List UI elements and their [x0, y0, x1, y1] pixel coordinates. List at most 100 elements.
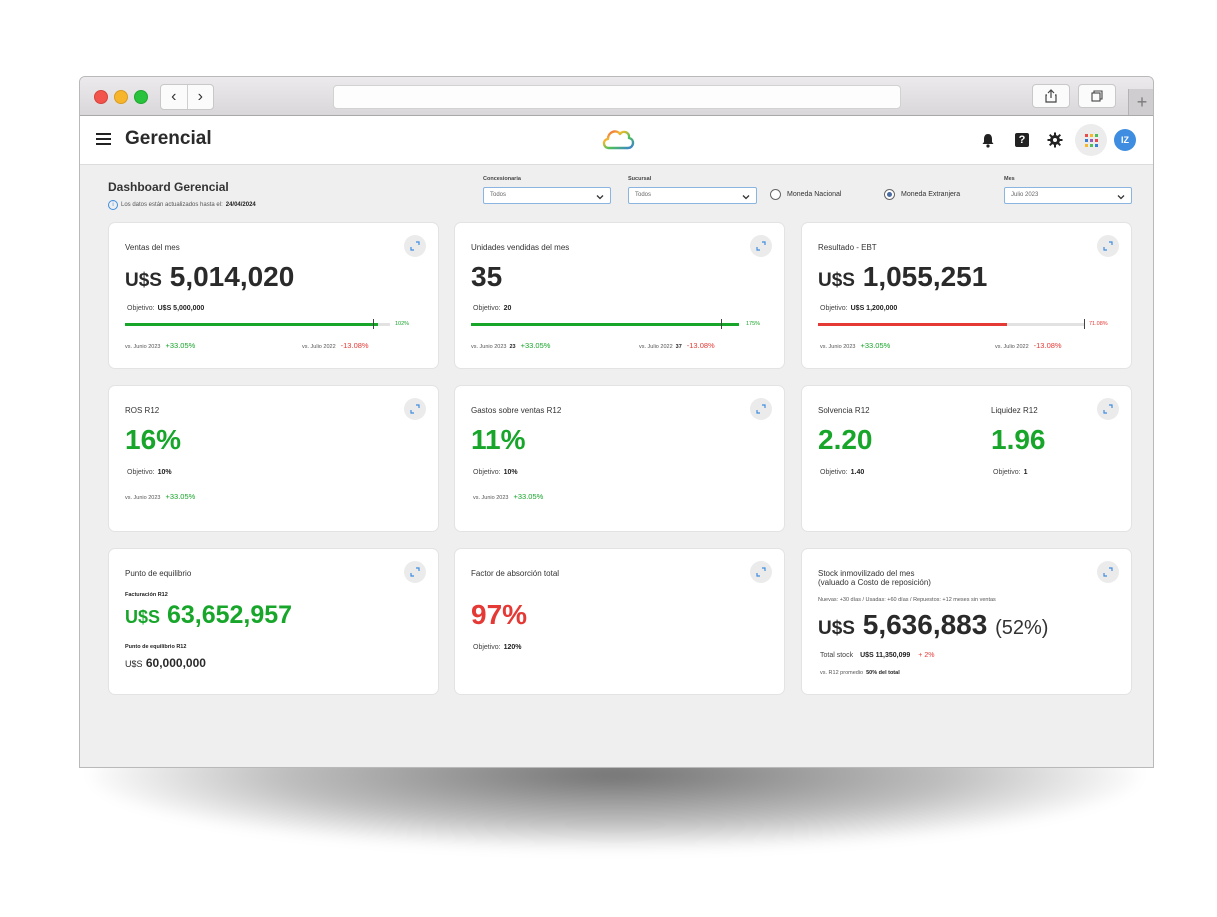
objective-label: Objetivo: [127, 469, 155, 476]
address-bar[interactable] [333, 85, 901, 109]
card-title: Stock inmovilizado del mes (valuado a Co… [818, 569, 931, 587]
expand-button[interactable] [1097, 561, 1119, 583]
cloud-logo-icon [602, 130, 635, 150]
objective-value: 1 [1023, 469, 1028, 476]
sucursal-select[interactable]: Todos [628, 187, 757, 204]
title-line-2: (valuado a Costo de reposición) [818, 578, 931, 587]
cmp-label: vs. Julio 2022 [302, 344, 336, 350]
comparison-prev-month: vs. Junio 2023 +33.05% [473, 492, 543, 501]
gear-icon [1047, 132, 1063, 148]
card-equilibrio: Punto de equilibrio Facturación R12 U$S … [109, 549, 438, 694]
percent: (52%) [995, 617, 1049, 639]
expand-button[interactable] [404, 235, 426, 257]
progress-bar [471, 319, 739, 329]
target-marker [373, 319, 374, 329]
last-update-note: i Los datos están actualizados hasta el:… [108, 200, 256, 210]
comparison-prev-month: vs. Junio 2023 +33.05% [820, 341, 890, 350]
apps-grid-icon[interactable] [1075, 124, 1107, 156]
cmp-count: 23 [509, 344, 516, 350]
last-update-date: 24/04/2024 [225, 202, 256, 208]
moneda-extranjera-label: Moneda Extranjera [901, 191, 961, 198]
card-gastos: Gastos sobre ventas R12 11% Objetivo: 10%… [455, 386, 784, 531]
comparison-prev-year: vs. Julio 2022 -13.08% [302, 341, 369, 350]
card-title: ROS R12 [125, 406, 160, 415]
expand-button[interactable] [750, 561, 772, 583]
objective-value: 20 [503, 305, 512, 312]
total-label: Total stock [820, 652, 854, 659]
liquidez-value: 1.96 [991, 424, 1046, 455]
chevron-down-icon [742, 195, 750, 200]
kpi-value: 35 [471, 261, 503, 292]
progress-percent: 71.08% [1089, 321, 1108, 327]
info-icon: i [108, 200, 118, 210]
minimize-window-button[interactable] [114, 90, 128, 104]
sucursal-label: Sucursal [628, 176, 652, 182]
tabs-overview-button[interactable] [1078, 84, 1116, 108]
mes-select[interactable]: Julio 2023 [1004, 187, 1132, 204]
progress-bar [818, 319, 1085, 329]
zoom-window-button[interactable] [134, 90, 148, 104]
page-title: Gerencial [125, 128, 212, 149]
objective-label: Objetivo: [473, 469, 501, 476]
pe-value: U$S 60,000,000 [125, 656, 206, 670]
objective-value: U$S 1,200,000 [850, 305, 898, 312]
card-solvencia-liquidez: Solvencia R12 Liquidez R12 2.20 1.96 Obj… [802, 386, 1131, 531]
forward-button[interactable]: › [197, 88, 203, 105]
expand-icon [756, 241, 766, 251]
expand-icon [756, 404, 766, 414]
cmp-label: vs. Junio 2023 [473, 495, 509, 501]
expand-button[interactable] [1097, 235, 1119, 257]
progress-fill [125, 323, 378, 326]
title-line-1: Stock inmovilizado del mes [818, 569, 915, 578]
liquidez-objective: Objetivo: 1 [993, 469, 1028, 476]
avatar[interactable]: IZ [1114, 129, 1136, 151]
progress-percent: 102% [395, 321, 410, 327]
cmp-label: vs. Junio 2023 [125, 495, 161, 501]
expand-icon [410, 241, 420, 251]
objective-label: Objetivo: [473, 305, 501, 312]
expand-icon [410, 567, 420, 577]
moneda-extranjera-radio[interactable] [884, 189, 895, 200]
expand-button[interactable] [1097, 398, 1119, 420]
expand-button[interactable] [404, 398, 426, 420]
settings-button[interactable] [1045, 130, 1065, 150]
expand-button[interactable] [750, 398, 772, 420]
objective-label: Objetivo: [820, 469, 848, 476]
moneda-nacional-label: Moneda Nacional [787, 191, 842, 198]
moneda-nacional-radio[interactable] [770, 189, 781, 200]
back-button[interactable]: ‹ [161, 85, 188, 109]
moneda-extranjera-option[interactable]: Moneda Extranjera [884, 189, 960, 200]
expand-button[interactable] [404, 561, 426, 583]
notifications-button[interactable] [978, 130, 998, 150]
moneda-nacional-option[interactable]: Moneda Nacional [770, 189, 841, 200]
kpi-value: 11% [471, 424, 526, 455]
facturacion-value: U$S 63,652,957 [125, 601, 292, 630]
card-title: Factor de absorción total [471, 569, 560, 578]
stock-criteria: Nuevas: +30 días / Usadas: +60 días / Re… [818, 597, 996, 603]
card-stock: Stock inmovilizado del mes (valuado a Co… [802, 549, 1131, 694]
objective-value: U$S 5,000,000 [157, 305, 205, 312]
cmp-value: -13.08% [686, 341, 715, 350]
share-button[interactable] [1032, 84, 1070, 108]
mes-value: Julio 2023 [1011, 192, 1039, 198]
currency: U$S [125, 659, 143, 669]
pe-label: Punto de equilibrio R12 [125, 644, 187, 650]
concesionaria-select[interactable]: Todos [483, 187, 611, 204]
progress-fill [818, 323, 1008, 326]
progress-percent: 175% [746, 321, 761, 327]
help-button[interactable]: ? [1012, 130, 1032, 150]
expand-button[interactable] [750, 235, 772, 257]
kpi-value: U$S 5,636,883 (52%) [818, 609, 1048, 641]
cmp-value: +33.05% [860, 341, 891, 350]
dashboard-title: Dashboard Gerencial [108, 180, 229, 194]
card-ros: ROS R12 16% Objetivo: 10% vs. Junio 2023 +… [109, 386, 438, 531]
objective: Objetivo: 10% [127, 469, 172, 476]
kpi-value: U$S 1,055,251 [818, 261, 987, 293]
new-tab-button[interactable]: + [1128, 89, 1153, 115]
cmp-value: +33.05% [165, 341, 196, 350]
close-window-button[interactable] [94, 90, 108, 104]
chevron-down-icon [1117, 195, 1125, 200]
concesionaria-value: Todos [490, 192, 507, 198]
objective-value: 1.40 [850, 469, 865, 476]
menu-icon[interactable] [96, 133, 111, 148]
